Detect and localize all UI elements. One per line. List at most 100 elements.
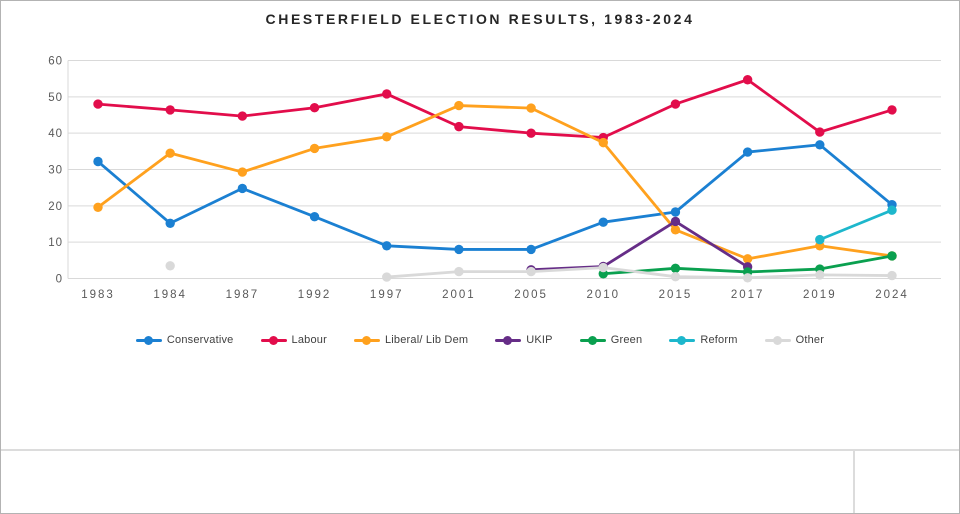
series-line-other — [385, 266, 894, 280]
legend-label: Other — [795, 334, 825, 346]
legend-marker-dot — [143, 335, 153, 345]
y-axis-tick-label: 20 — [48, 201, 63, 213]
data-point-conservative-2001 — [454, 244, 464, 255]
data-point-ukip-2015 — [670, 216, 681, 227]
legend-item-reform: Reform — [669, 334, 737, 346]
chart-legend: Conservative Labour Liberal/ Lib Dem UKIP Gr… — [1, 334, 959, 346]
legend-marker-dot — [587, 335, 597, 345]
legend-item-green: Green — [579, 334, 643, 346]
series-line-reform — [818, 208, 894, 242]
x-axis-tick-label-1987: 1987 — [226, 289, 260, 301]
series-line-liberal-lib-dem — [96, 104, 894, 261]
data-point-labour-1983 — [93, 99, 103, 109]
data-point-other-1997 — [382, 272, 392, 282]
legend-marker-conservative-icon — [135, 335, 162, 345]
data-point-liberal-lib-dem-1987 — [237, 167, 248, 177]
legend-label: Reform — [700, 334, 738, 346]
legend-label: UKIP — [526, 334, 553, 346]
legend-marker-labour-icon — [260, 335, 287, 345]
data-point-labour-2005 — [526, 128, 536, 138]
legend-item-liberal-lib-dem: Liberal/ Lib Dem — [353, 334, 469, 346]
data-point-liberal-lib-dem-2017 — [742, 254, 753, 264]
legend-label: Green — [610, 334, 643, 346]
data-point-conservative-2017 — [742, 147, 753, 157]
legend-label: Labour — [291, 334, 327, 346]
data-point-other-2017 — [742, 273, 753, 283]
x-axis-tick-label-1983: 1983 — [81, 289, 115, 301]
data-point-conservative-2005 — [526, 244, 536, 255]
data-point-labour-1984 — [165, 105, 175, 115]
data-point-conservative-1987 — [237, 183, 248, 194]
data-point-conservative-2019 — [815, 140, 825, 150]
data-point-conservative-1984 — [165, 218, 175, 228]
y-axis-tick-label: 30 — [48, 165, 63, 177]
data-point-reform-2019 — [815, 234, 825, 245]
data-point-liberal-lib-dem-2005 — [526, 103, 536, 113]
data-point-labour-2019 — [815, 127, 825, 137]
legend-label: Liberal/ Lib Dem — [384, 334, 469, 346]
x-axis-tick-label-2005: 2005 — [514, 289, 548, 301]
legend-marker-dot — [268, 335, 278, 345]
data-point-green-2015 — [670, 263, 681, 274]
legend-label: Conservative — [166, 334, 234, 346]
y-axis-tick-label: 50 — [48, 92, 63, 104]
data-point-labour-2015 — [670, 99, 681, 109]
data-point-conservative-1997 — [382, 241, 392, 251]
data-point-conservative-1992 — [309, 212, 320, 222]
legend-marker-dot — [772, 335, 782, 345]
x-axis-tick-label-1984: 1984 — [153, 289, 187, 301]
data-point-reform-2024 — [887, 205, 897, 215]
legend-marker-dot — [361, 335, 371, 345]
data-point-conservative-1983 — [93, 156, 103, 167]
data-point-labour-1992 — [309, 103, 320, 113]
worksheet-object-edge — [853, 451, 855, 513]
chart-frame-bottom-edge — [1, 449, 959, 451]
x-axis-tick-label-2010: 2010 — [586, 289, 620, 301]
data-point-labour-2024 — [887, 105, 897, 115]
x-axis-tick-label-2024: 2024 — [875, 289, 909, 301]
data-point-conservative-2010 — [598, 217, 608, 227]
x-axis-tick-label-1992: 1992 — [298, 289, 332, 301]
data-point-liberal-lib-dem-2001 — [454, 100, 464, 111]
data-point-liberal-lib-dem-1983 — [93, 202, 103, 212]
legend-marker-other-icon — [764, 335, 791, 345]
legend-item-conservative: Conservative — [135, 334, 234, 346]
legend-marker-dot — [503, 335, 513, 345]
x-axis-tick-label-2019: 2019 — [803, 289, 837, 301]
x-axis-tick-label-2001: 2001 — [442, 289, 476, 301]
data-point-labour-2001 — [454, 121, 464, 132]
data-point-liberal-lib-dem-1984 — [165, 148, 175, 158]
series-line-ukip — [529, 220, 750, 272]
legend-marker-dot — [677, 335, 687, 345]
data-point-other-2001 — [454, 266, 464, 277]
legend-item-other: Other — [764, 334, 825, 346]
chart-title: CHESTERFIELD ELECTION RESULTS, 1983-2024 — [265, 11, 695, 27]
legend-marker-ukip-icon — [495, 335, 522, 345]
data-point-labour-2017 — [742, 75, 753, 85]
data-point-other-2005 — [526, 266, 536, 277]
y-axis-tick-label: 40 — [48, 128, 63, 140]
data-point-other-1984 — [165, 261, 175, 271]
legend-marker-liberal-lib-dem-icon — [353, 335, 380, 345]
data-point-labour-1997 — [382, 89, 392, 99]
data-point-other-2024 — [887, 270, 897, 281]
legend-item-labour: Labour — [260, 334, 327, 346]
legend-item-ukip: UKIP — [495, 334, 553, 346]
data-point-conservative-2015 — [670, 207, 681, 217]
data-point-green-2024 — [887, 251, 897, 261]
data-point-liberal-lib-dem-2010 — [598, 137, 608, 148]
election-line-chart: 0 10 20 30 40 50 60 1983 1984 1987 1992 1997 2001 200… — [48, 56, 941, 301]
series-line-conservative — [96, 143, 894, 251]
x-axis-tick-label-1997: 1997 — [370, 289, 404, 301]
data-point-liberal-lib-dem-2015 — [670, 225, 681, 235]
data-point-other-2010 — [598, 262, 608, 273]
x-axis-tick-label-2015: 2015 — [659, 289, 693, 301]
data-point-labour-1987 — [237, 111, 248, 121]
y-axis-tick-label: 60 — [48, 56, 63, 68]
data-point-liberal-lib-dem-1997 — [382, 132, 392, 142]
x-axis-tick-label-2017: 2017 — [731, 289, 765, 301]
data-point-liberal-lib-dem-1992 — [309, 143, 320, 154]
y-axis-tick-label: 10 — [48, 237, 63, 249]
data-point-other-2019 — [815, 270, 825, 280]
